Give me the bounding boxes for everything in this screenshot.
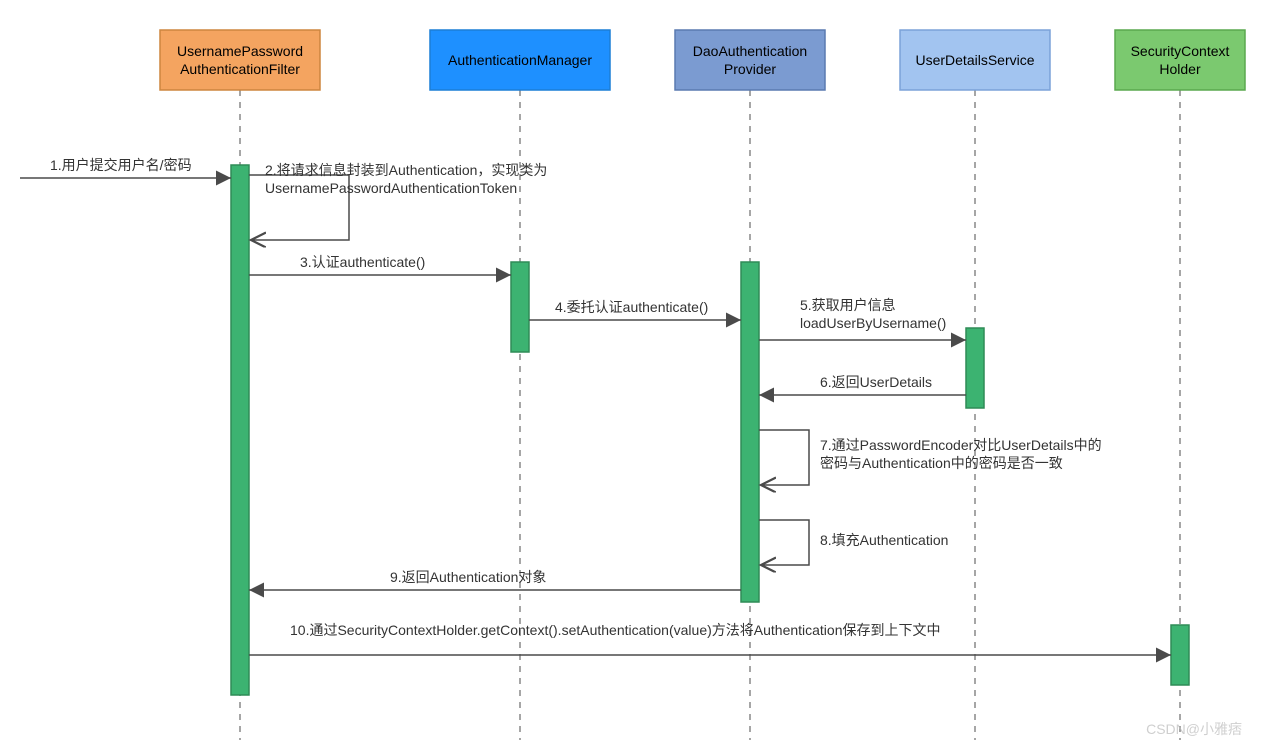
svg-text:3.认证authenticate(): 3.认证authenticate() [300, 254, 425, 270]
svg-text:AuthenticationFilter: AuthenticationFilter [180, 61, 300, 77]
svg-text:loadUserByUsername(): loadUserByUsername() [800, 315, 946, 331]
message-2: 2.将请求信息封装到Authentication，实现类为 UsernamePas… [249, 162, 547, 240]
svg-text:UsernamePassword: UsernamePassword [177, 43, 303, 59]
message-10: 10.通过SecurityContextHolder.getContext().… [249, 622, 1171, 655]
svg-text:UserDetailsService: UserDetailsService [915, 52, 1034, 68]
svg-text:CSDN@小雅痞: CSDN@小雅痞 [1146, 721, 1242, 737]
message-5: 5.获取用户信息 loadUserByUsername() [759, 297, 966, 340]
message-1: 1.用户提交用户名/密码 [20, 157, 231, 178]
message-4: 4.委托认证authenticate() [529, 299, 741, 320]
svg-text:4.委托认证authenticate(): 4.委托认证authenticate() [555, 299, 708, 315]
svg-text:2.将请求信息封装到Authentication，实现类为: 2.将请求信息封装到Authentication，实现类为 [265, 162, 547, 178]
message-3: 3.认证authenticate() [249, 254, 511, 275]
participant-dao [675, 30, 825, 90]
svg-text:Holder: Holder [1159, 61, 1201, 77]
activation-sch [1171, 625, 1189, 685]
sequence-diagram: UsernamePassword AuthenticationFilter Auth… [0, 0, 1262, 746]
svg-text:密码与Authentication中的密码是否一致: 密码与Authentication中的密码是否一致 [820, 455, 1063, 471]
activation-filter [231, 165, 249, 695]
message-8: 8.填充Authentication [759, 520, 948, 565]
svg-text:UsernamePasswordAuthentication: UsernamePasswordAuthenticationToken [265, 180, 517, 196]
message-7: 7.通过PasswordEncoder对比UserDetails中的密码与Aut… [759, 430, 1102, 485]
svg-text:SecurityContext: SecurityContext [1131, 43, 1230, 59]
svg-text:6.返回UserDetails: 6.返回UserDetails [820, 374, 932, 390]
svg-text:DaoAuthentication: DaoAuthentication [693, 43, 807, 59]
svg-text:8.填充Authentication: 8.填充Authentication [820, 532, 948, 548]
svg-text:10.通过SecurityContextHolder.get: 10.通过SecurityContextHolder.getContext().… [290, 622, 941, 638]
svg-text:1.用户提交用户名/密码: 1.用户提交用户名/密码 [50, 157, 192, 173]
activation-dao [741, 262, 759, 602]
message-9: 9.返回Authentication对象 [249, 569, 741, 590]
svg-text:Provider: Provider [724, 61, 776, 77]
svg-text:7.通过PasswordEncoder对比UserDetai: 7.通过PasswordEncoder对比UserDetails中的 [820, 437, 1102, 453]
message-6: 6.返回UserDetails [759, 374, 966, 395]
svg-text:AuthenticationManager: AuthenticationManager [448, 52, 592, 68]
activation-uds [966, 328, 984, 408]
activation-manager [511, 262, 529, 352]
svg-text:9.返回Authentication对象: 9.返回Authentication对象 [390, 569, 546, 585]
participant-sch [1115, 30, 1245, 90]
svg-text:5.获取用户信息: 5.获取用户信息 [800, 297, 896, 313]
participant-filter [160, 30, 320, 90]
